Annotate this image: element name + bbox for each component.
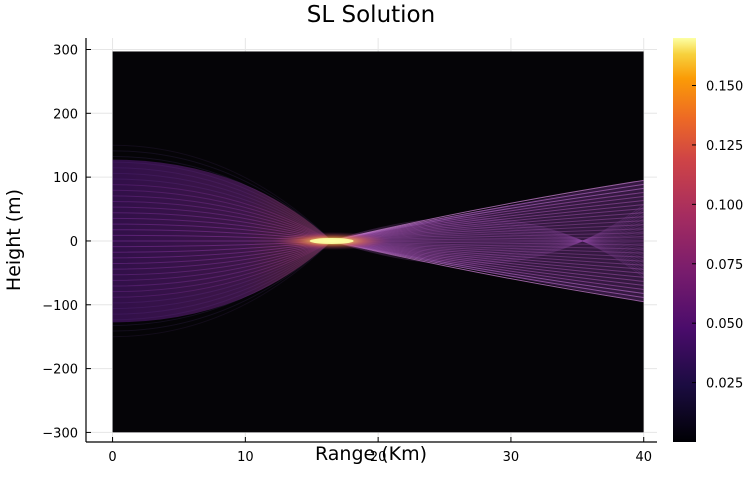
y-tick-label-4: 100 (53, 171, 78, 186)
colorbar: 0.025 0.050 0.075 0.100 0.125 0.150 (673, 38, 743, 442)
y-tick-label-0: −300 (42, 426, 78, 441)
ray-diverging-cross-7 (331, 221, 644, 254)
ray-diverging-30 (331, 179, 644, 242)
ray-converging-1 (112, 240, 333, 332)
ray-diverging-cross-4 (331, 213, 644, 259)
ray-diverging-29 (331, 183, 644, 242)
axes (85, 38, 657, 443)
x-axis-label: Range (Km) (315, 443, 427, 465)
y-axis-label: Height (m) (3, 189, 25, 291)
y-tick-label-6: 300 (53, 43, 78, 58)
ray-converging-33 (112, 150, 333, 242)
ray-converging-34 (112, 144, 333, 242)
x-tick-label-2: 20 (370, 450, 387, 465)
heatmap-field (112, 51, 644, 433)
ray-diverging-cross-8 (331, 223, 644, 253)
x-tick-label-4: 40 (635, 450, 652, 465)
ray-diverging-cross-2 (331, 209, 644, 262)
x-tick-label-0: 0 (108, 450, 116, 465)
y-tick-label-2: −100 (42, 299, 78, 314)
x-axis-ticks: 0 10 20 30 40 (108, 437, 652, 465)
ray-diverging-cross-30 (331, 217, 644, 278)
ray-converging-0 (112, 240, 333, 338)
ray-diverging-cross-0 (331, 204, 644, 265)
x-tick-label-3: 30 (503, 450, 520, 465)
colorbar-tick-label-4: 0.125 (706, 139, 743, 154)
ray-diverging-cross-29 (331, 218, 644, 276)
colorbar-tick-label-0: 0.025 (706, 377, 743, 392)
colorbar-tick-label-2: 0.075 (706, 258, 743, 273)
beam-diverging-fill (331, 180, 644, 302)
ray-diverging-28 (331, 187, 644, 242)
ray-diverging-1 (331, 240, 644, 299)
colorbar-tick-label-3: 0.100 (706, 198, 743, 213)
ray-diverging-2 (331, 240, 644, 295)
ray-diverging-0 (331, 240, 644, 303)
heatmap-rays (112, 144, 644, 338)
colorbar-tick-label-1: 0.050 (706, 317, 743, 332)
colorbar-tick-label-5: 0.150 (706, 80, 743, 95)
x-tick-label-1: 10 (237, 450, 254, 465)
chart-title: SL Solution (307, 2, 435, 28)
y-tick-label-5: 200 (53, 107, 78, 122)
y-axis-ticks: −300 −200 −100 0 100 200 300 (42, 43, 91, 441)
y-tick-label-3: 0 (70, 235, 78, 250)
focus-core (309, 237, 354, 244)
beam-converging-fill (112, 159, 332, 323)
ray-diverging-cross-6 (331, 218, 644, 256)
y-tick-label-1: −200 (42, 363, 78, 378)
colorbar-gradient (673, 38, 696, 442)
